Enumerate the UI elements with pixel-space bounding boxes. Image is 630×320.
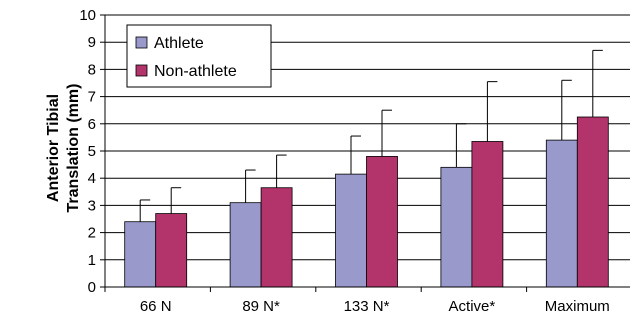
legend-swatch-non-athlete	[135, 64, 148, 77]
y-tick-label: 8	[88, 61, 96, 78]
y-tick-label: 3	[88, 197, 96, 214]
gridlines	[105, 14, 630, 261]
bar-non-athlete	[576, 116, 609, 288]
y-tick-label: 2	[88, 225, 96, 242]
x-tick-label: Active*	[449, 298, 496, 315]
bar-athlete	[335, 173, 367, 288]
bar-non-athlete	[155, 213, 188, 288]
bar-non-athlete	[471, 141, 504, 288]
y-axis-title-line-1: Anterior Tibial	[45, 94, 62, 202]
axes	[100, 14, 630, 292]
error-bars	[139, 49, 603, 222]
bar-non-athlete	[260, 187, 293, 288]
legend-label-non-athlete: Non-athlete	[154, 63, 237, 80]
bar-athlete	[545, 139, 578, 288]
y-tick-label: 5	[88, 143, 96, 160]
legend-box	[126, 24, 272, 88]
y-axis-title: Anterior Tibial Translation (mm)	[45, 84, 82, 213]
x-tick-label: Maximum	[545, 298, 610, 315]
bar-athlete	[440, 166, 473, 288]
x-tick-labels: 66 N 89 N* 133 N* Active* Maximum	[140, 298, 610, 315]
y-tick-label: 9	[88, 34, 96, 51]
y-tick-label: 7	[88, 89, 96, 106]
y-tick-label: 6	[88, 116, 96, 133]
y-tick-labels: 0 1 2 3 4 5 6 7 8 9 10	[79, 7, 96, 296]
y-tick-label: 4	[88, 170, 96, 187]
x-tick-label: 89 N*	[242, 298, 280, 315]
bar-athlete	[124, 221, 157, 288]
legend: Athlete Non-athlete	[126, 24, 272, 88]
legend-swatch-athlete	[135, 36, 148, 49]
x-tick-label: 133 N*	[344, 298, 390, 315]
y-tick-label: 1	[88, 252, 96, 269]
y-tick-label: 0	[88, 279, 96, 296]
y-axis-title-line-2: Translation (mm)	[65, 84, 82, 213]
legend-label-athlete: Athlete	[154, 35, 204, 52]
bars	[124, 116, 609, 288]
x-tick-label: 66 N	[140, 298, 172, 315]
y-tick-label: 10	[79, 7, 96, 24]
bar-athlete	[229, 202, 262, 288]
bar-non-athlete	[366, 156, 398, 288]
